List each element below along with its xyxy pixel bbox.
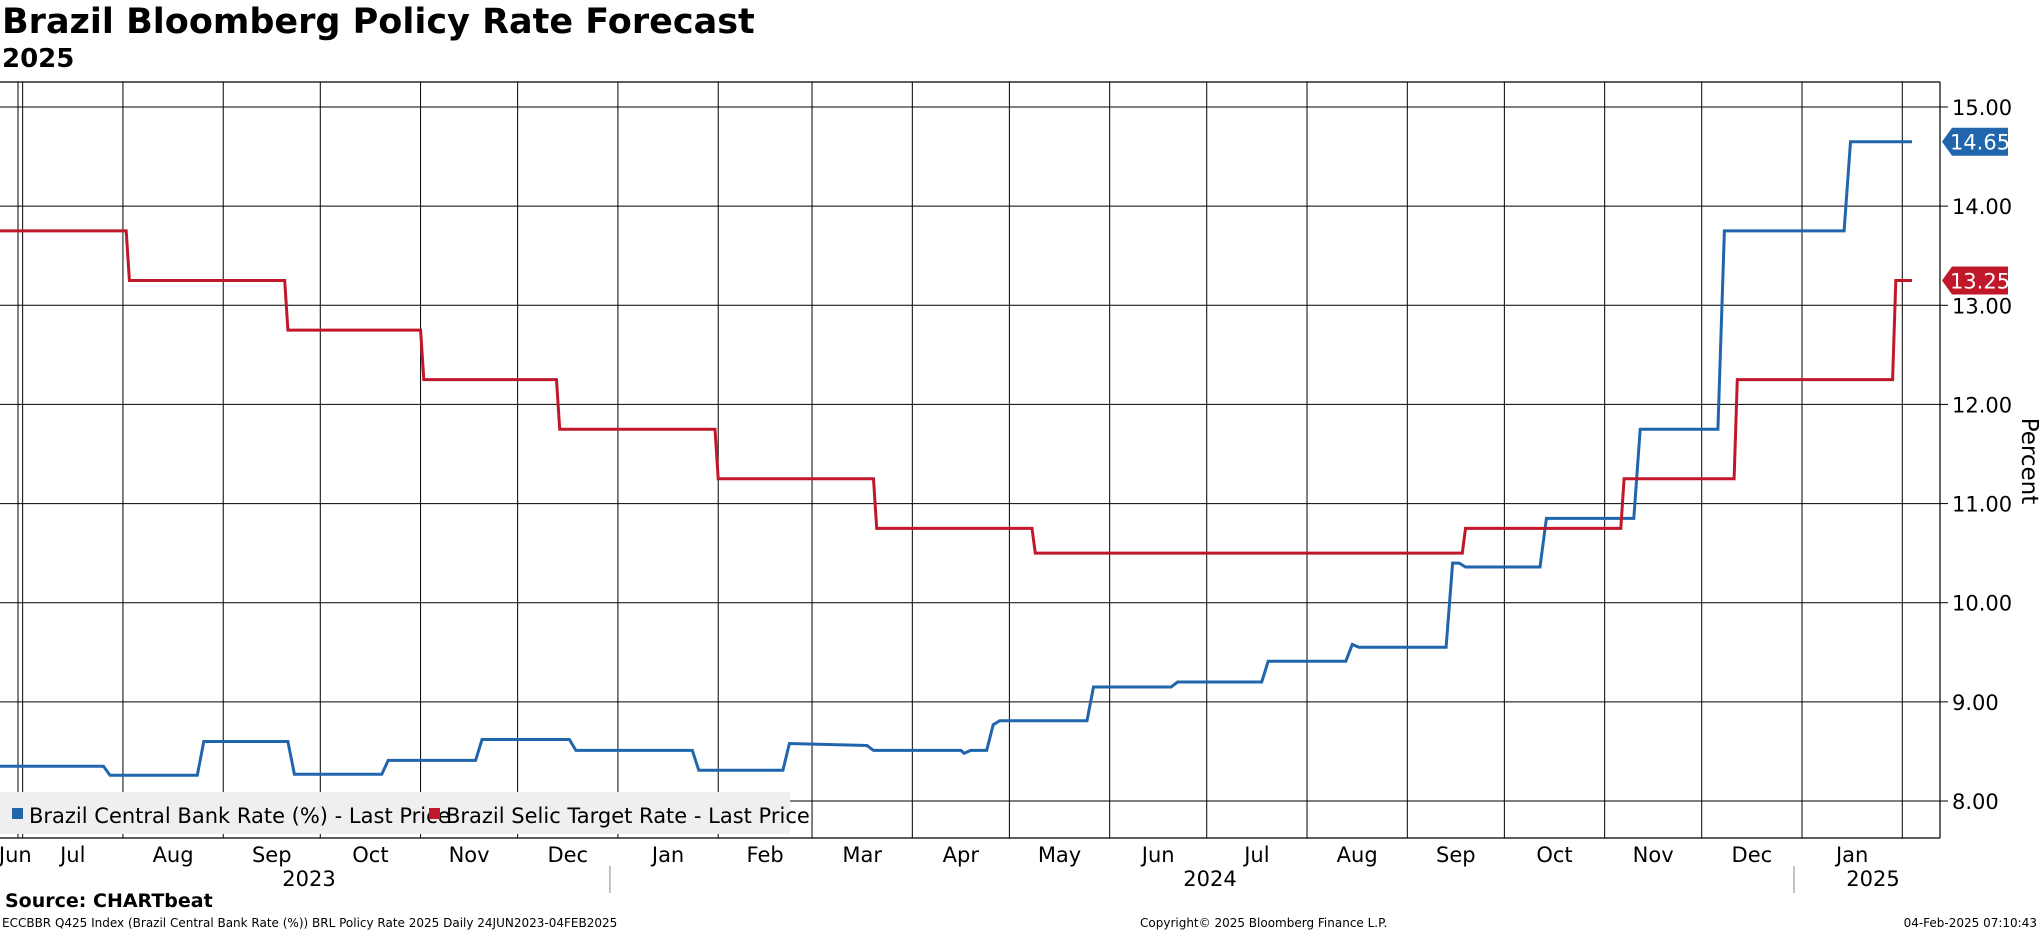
x-month-label: Jan (650, 843, 684, 867)
x-month-label: Feb (747, 843, 784, 867)
legend: Brazil Central Bank Rate (%) - Last Pric… (0, 792, 810, 834)
x-year-label: 2023 (282, 867, 335, 891)
x-year-label: 2024 (1183, 867, 1236, 891)
y-axis-label: Percent (2016, 418, 2041, 505)
y-tick-label: 11.00 (1952, 493, 2012, 517)
x-month-label: Jul (1242, 843, 1269, 867)
x-month-label: Oct (352, 843, 388, 867)
series-line-1 (0, 140, 1912, 777)
x-year-label: 2025 (1846, 867, 1899, 891)
x-month-label: Oct (1536, 843, 1572, 867)
x-month-label: Nov (1633, 843, 1674, 867)
timestamp-text: 04-Feb-2025 07:10:43 (1903, 916, 2037, 930)
last-value-tag-text: 14.65 (1950, 131, 2010, 155)
y-tick-label: 8.00 (1952, 790, 1999, 814)
legend-label-2: Brazil Selic Target Rate - Last Price (446, 804, 810, 828)
ticker-line: ECCBBR Q425 Index (Brazil Central Bank R… (2, 916, 618, 930)
y-tick-label: 13.00 (1952, 294, 2012, 318)
legend-swatch-1 (12, 808, 23, 819)
x-month-label: Mar (842, 843, 882, 867)
x-month-label: Aug (153, 843, 194, 867)
x-month-label: Jun (1140, 843, 1175, 867)
x-month-label: Jul (58, 843, 85, 867)
y-tick-label: 15.00 (1952, 96, 2012, 120)
x-month-label: Dec (547, 843, 588, 867)
x-month-label: Nov (449, 843, 490, 867)
y-tick-label: 14.00 (1952, 195, 2012, 219)
x-month-label: Sep (1436, 843, 1476, 867)
x-month-label: Dec (1732, 843, 1773, 867)
x-month-label: May (1038, 843, 1081, 867)
copyright-text: Copyright© 2025 Bloomberg Finance L.P. (1140, 916, 1388, 930)
legend-swatch-2 (429, 808, 440, 819)
x-month-label: Jun (0, 843, 32, 867)
x-month-label: Jan (1834, 843, 1868, 867)
last-value-tag-2: 13.25 (1942, 266, 2010, 295)
last-value-tag-box (1942, 127, 2008, 156)
chart-subtitle: 2025 (2, 44, 75, 74)
last-value-tag-1: 14.65 (1942, 127, 2010, 156)
x-month-label: Aug (1337, 843, 1378, 867)
y-tick-label: 10.00 (1952, 592, 2012, 616)
last-value-tag-text: 13.25 (1950, 270, 2010, 294)
legend-label-1: Brazil Central Bank Rate (%) - Last Pric… (29, 804, 451, 828)
legend-background (0, 792, 790, 834)
last-value-tag-box (1942, 266, 2008, 295)
y-tick-label: 9.00 (1952, 691, 1999, 715)
x-month-label: Sep (252, 843, 292, 867)
series-line-2 (0, 229, 1912, 555)
y-tick-label: 12.00 (1952, 393, 2012, 417)
chart-title: Brazil Bloomberg Policy Rate Forecast (2, 2, 755, 42)
source-note: Source: CHARTbeat (5, 890, 213, 912)
x-month-label: Apr (943, 843, 980, 867)
